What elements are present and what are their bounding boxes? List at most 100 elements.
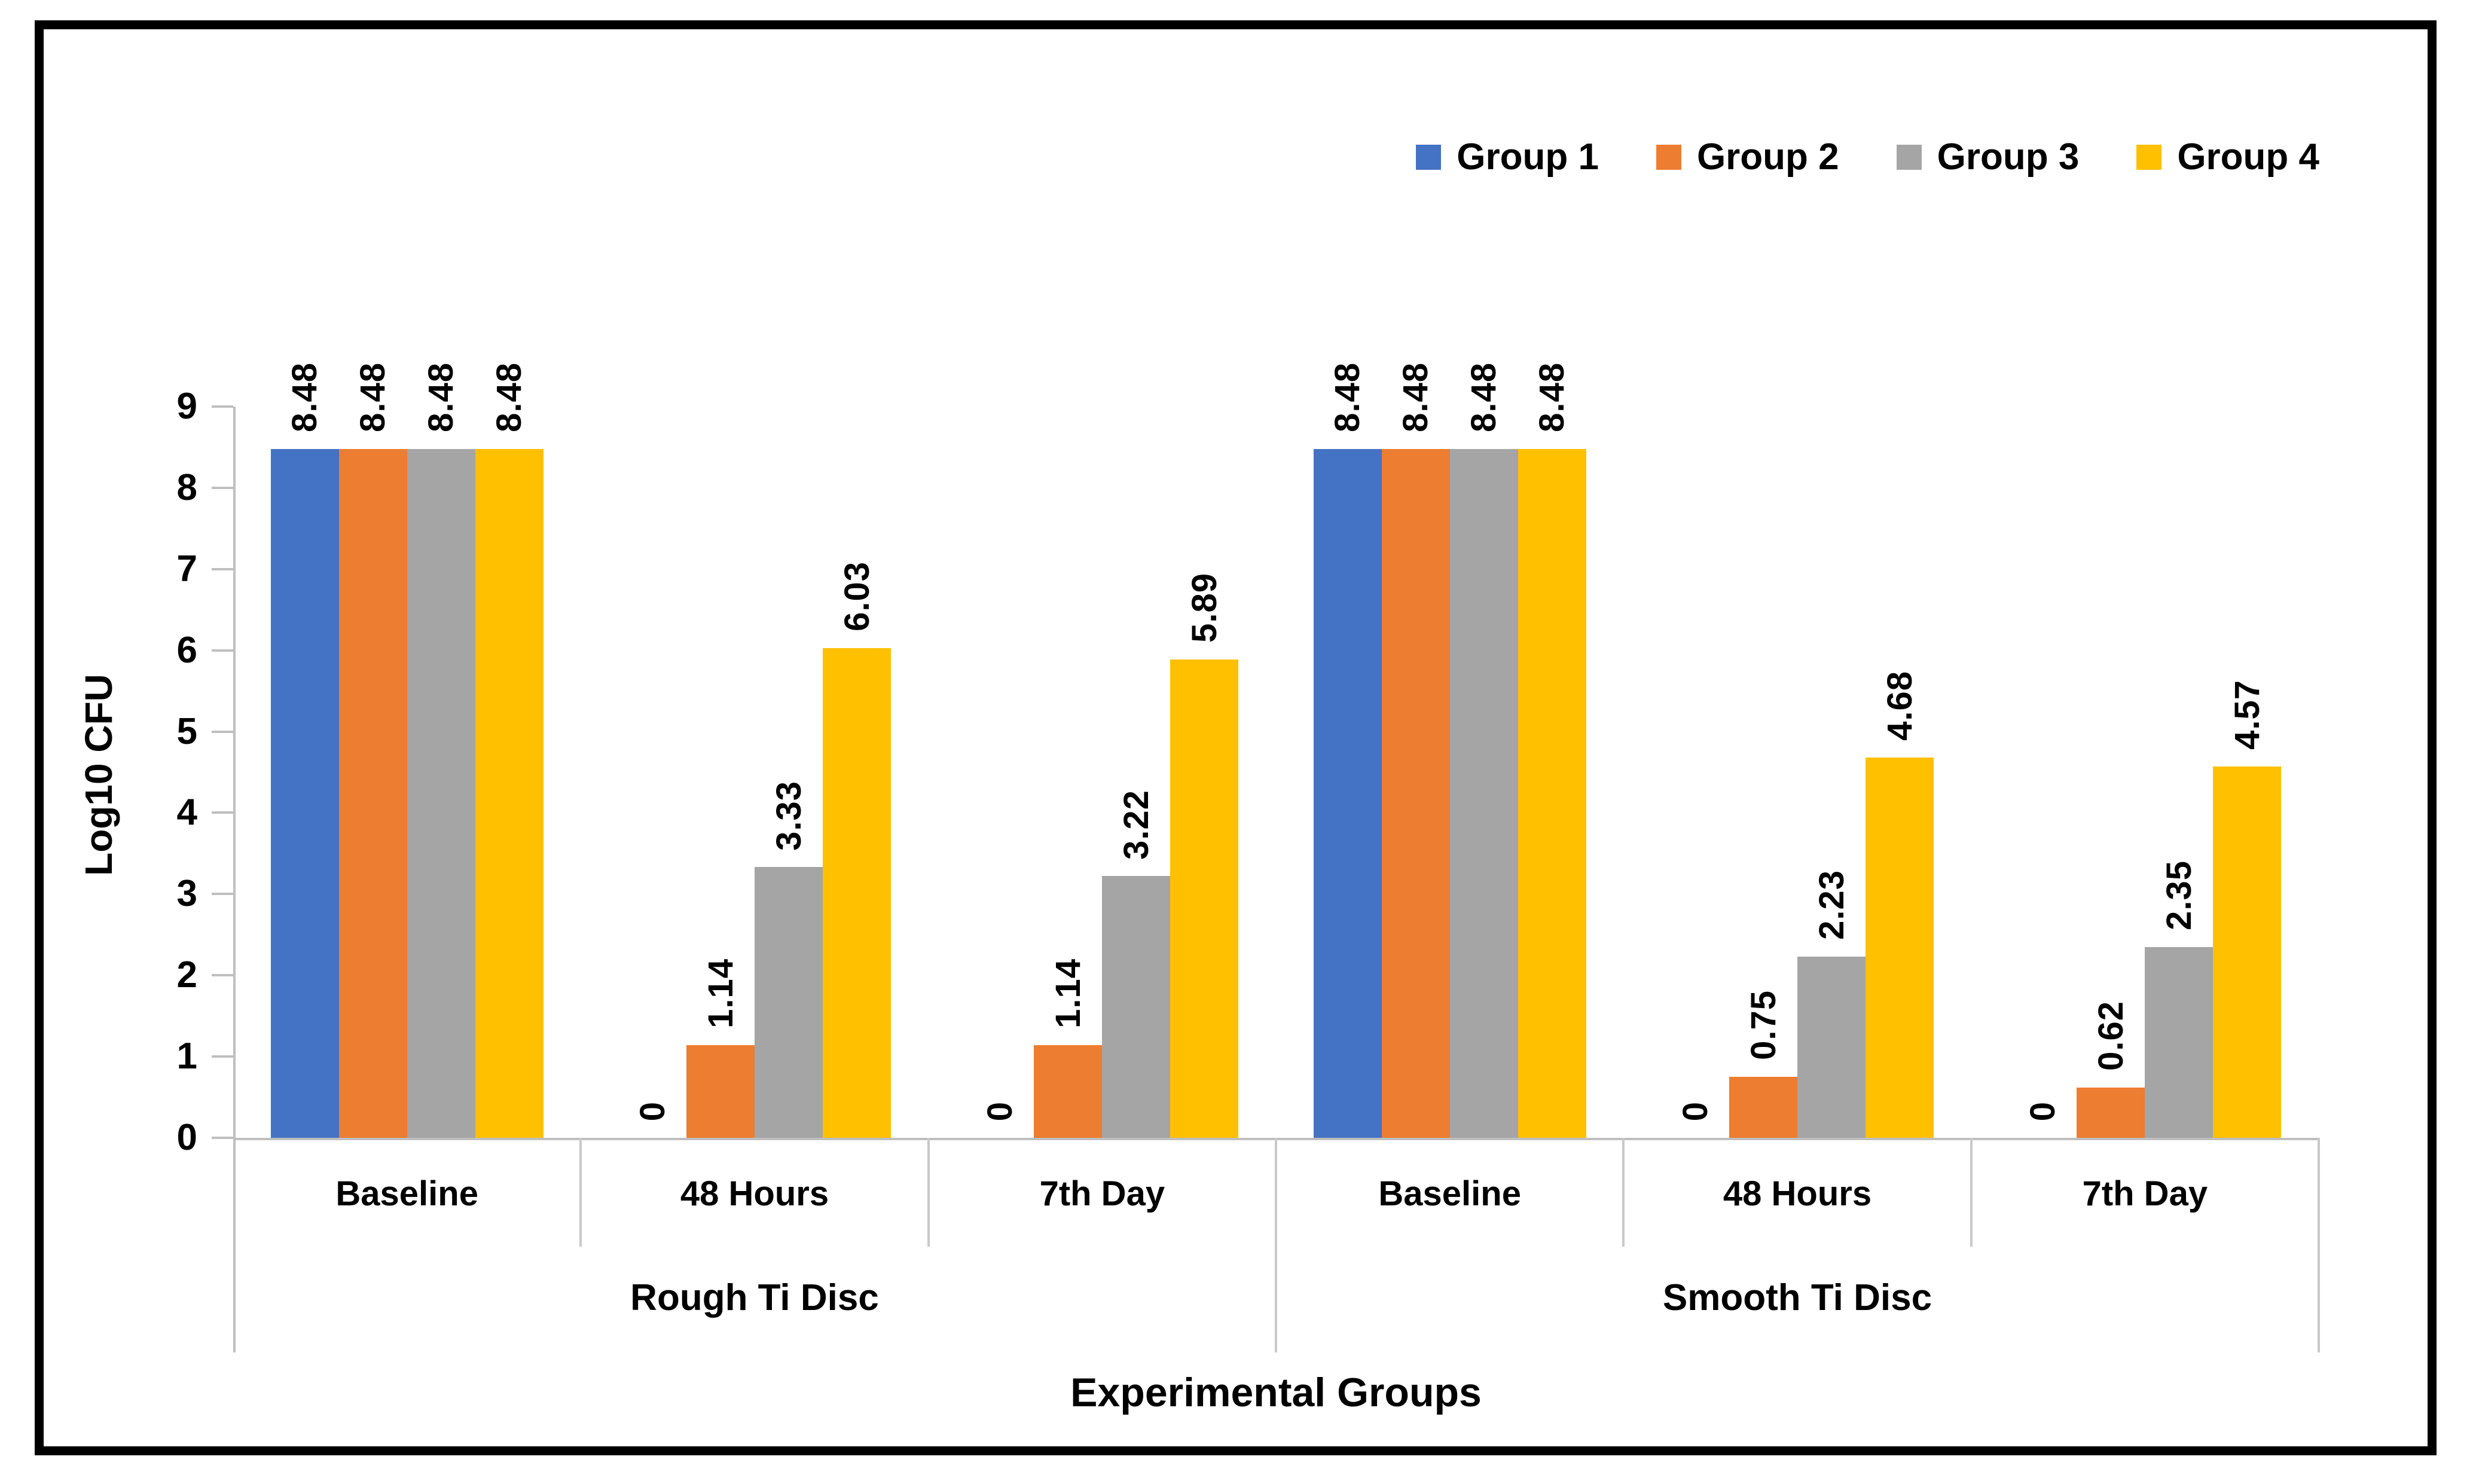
legend-label: Group 1	[1457, 136, 1599, 178]
legend-swatch-3	[1896, 145, 1922, 170]
bar-group2-rough-48h	[686, 1045, 755, 1138]
bar-value-text: 4.68	[1880, 671, 1919, 741]
y-tick-label: 7	[176, 548, 197, 590]
bar-group3-rough-48h	[755, 867, 823, 1138]
bar-value-label: 0	[618, 1101, 686, 1121]
bar-value-label: 4.68	[1866, 671, 1934, 741]
y-tick-label: 3	[176, 873, 197, 915]
bar-value-label: 3.22	[1102, 790, 1170, 860]
bar-group1-smooth-baseline	[1313, 448, 1382, 1138]
y-tick-label: 8	[176, 466, 197, 508]
legend-label: Group 4	[2177, 136, 2319, 178]
group-label-smooth-ti-disc: Smooth Ti Disc	[1662, 1277, 1932, 1318]
bar-value-label: 8.48	[1382, 362, 1450, 432]
bar-value-text: 6.03	[837, 561, 877, 631]
y-tick-mark	[212, 567, 233, 570]
bar-value-label: 0	[1661, 1101, 1729, 1121]
bar-value-label: 2.35	[2145, 860, 2213, 930]
bar-value-text: 0.75	[1744, 990, 1783, 1061]
category-label-smooth-48h: 48 Hours	[1723, 1174, 1872, 1213]
bar-value-text: 8.48	[1532, 362, 1572, 432]
bar-value-label: 8.48	[1518, 362, 1586, 432]
bar-value-text: 8.48	[490, 362, 529, 432]
y-tick-mark	[212, 893, 233, 896]
subcategory-separator	[1622, 1138, 1625, 1247]
bar-value-text: 8.48	[285, 362, 325, 432]
legend-swatch-1	[1416, 145, 1442, 170]
legend-item-2: Group 2	[1656, 139, 1839, 176]
bar-group2-smooth-baseline	[1381, 448, 1450, 1138]
bar-group3-smooth-48h	[1797, 956, 1866, 1138]
bar-value-text: 1.14	[701, 958, 740, 1029]
category-label-smooth-baseline: Baseline	[1378, 1174, 1521, 1213]
bar-value-label: 3.33	[755, 781, 823, 851]
bar-value-text: 0.62	[2091, 1000, 2130, 1071]
y-axis-line	[233, 407, 236, 1352]
bar-value-text: 3.22	[1116, 789, 1156, 860]
bar-group4-smooth-baseline	[1518, 448, 1586, 1138]
bar-value-text: 8.48	[1396, 362, 1436, 432]
bar-value-text: 0	[1675, 1101, 1715, 1121]
bar-value-label: 8.48	[339, 362, 407, 432]
bar-group4-rough-7d	[1170, 659, 1239, 1138]
y-tick-mark	[212, 1137, 233, 1139]
legend-swatch-2	[1656, 145, 1681, 170]
category-label-smooth-7d: 7th Day	[2082, 1174, 2208, 1213]
bar-group2-rough-baseline	[338, 448, 407, 1138]
bar-group4-smooth-7d	[2213, 766, 2282, 1138]
bar-group2-smooth-48h	[1729, 1077, 1797, 1138]
bar-group2-rough-7d	[1034, 1045, 1103, 1138]
legend-label: Group 2	[1696, 136, 1839, 178]
x-axis-title: Experimental Groups	[1070, 1370, 1482, 1415]
category-label-rough-baseline: Baseline	[335, 1174, 478, 1213]
bar-value-label: 2.23	[1797, 870, 1866, 940]
legend: Group 1 Group 2 Group 3 Group 4	[1416, 139, 2319, 176]
bar-value-label: 8.48	[407, 362, 475, 432]
y-tick-mark	[212, 730, 233, 733]
bar-value-text: 0	[633, 1101, 672, 1121]
y-tick-label: 6	[176, 629, 197, 671]
legend-swatch-4	[2136, 145, 2162, 170]
bar-value-label: 0	[966, 1101, 1034, 1121]
bar-value-text: 1.14	[1048, 958, 1088, 1029]
bar-value-label: 8.48	[1450, 362, 1518, 432]
y-tick-mark	[212, 811, 233, 814]
y-tick-label: 4	[176, 792, 197, 833]
bar-group4-rough-baseline	[475, 448, 544, 1138]
bar-value-label: 6.03	[823, 561, 891, 631]
legend-item-3: Group 3	[1896, 136, 2080, 178]
bar-value-label: 1.14	[1034, 958, 1102, 1028]
y-tick-mark	[212, 649, 233, 652]
y-tick-mark	[212, 974, 233, 977]
group-label-rough-ti-disc: Rough Ti Disc	[630, 1277, 879, 1318]
legend-item-4: Group 4	[2136, 139, 2319, 176]
category-label-rough-7d: 7th Day	[1039, 1174, 1165, 1213]
bar-value-text: 2.35	[2159, 860, 2199, 930]
y-tick-mark	[212, 1055, 233, 1058]
bar-value-label: 8.48	[1314, 362, 1382, 432]
bar-value-text: 8.48	[353, 362, 393, 432]
category-label-rough-48h: 48 Hours	[680, 1174, 829, 1213]
bar-value-text: 8.48	[1328, 362, 1367, 432]
subcategory-separator	[1970, 1138, 1973, 1247]
bar-value-label: 8.48	[475, 362, 544, 432]
bar-value-text: 0	[2023, 1101, 2062, 1121]
legend-label: Group 3	[1937, 136, 2080, 178]
group-separator	[2318, 1138, 2320, 1352]
subcategory-separator	[579, 1138, 582, 1247]
bar-group2-smooth-7d	[2077, 1087, 2145, 1138]
bar-value-label: 4.57	[2213, 680, 2281, 750]
bar-group3-rough-baseline	[407, 448, 475, 1138]
bar-group3-smooth-baseline	[1449, 448, 1518, 1138]
group-separator	[1275, 1138, 1277, 1352]
y-tick-mark	[212, 486, 233, 489]
bar-value-text: 5.89	[1184, 572, 1224, 643]
bar-group4-smooth-48h	[1866, 758, 1934, 1138]
y-tick-label: 1	[176, 1036, 197, 1077]
y-tick-label: 2	[176, 954, 197, 996]
bar-value-label: 0	[2008, 1101, 2077, 1121]
bar-value-text: 8.48	[1464, 362, 1504, 432]
bar-group4-rough-48h	[823, 648, 891, 1138]
bar-value-text: 8.48	[422, 362, 461, 432]
